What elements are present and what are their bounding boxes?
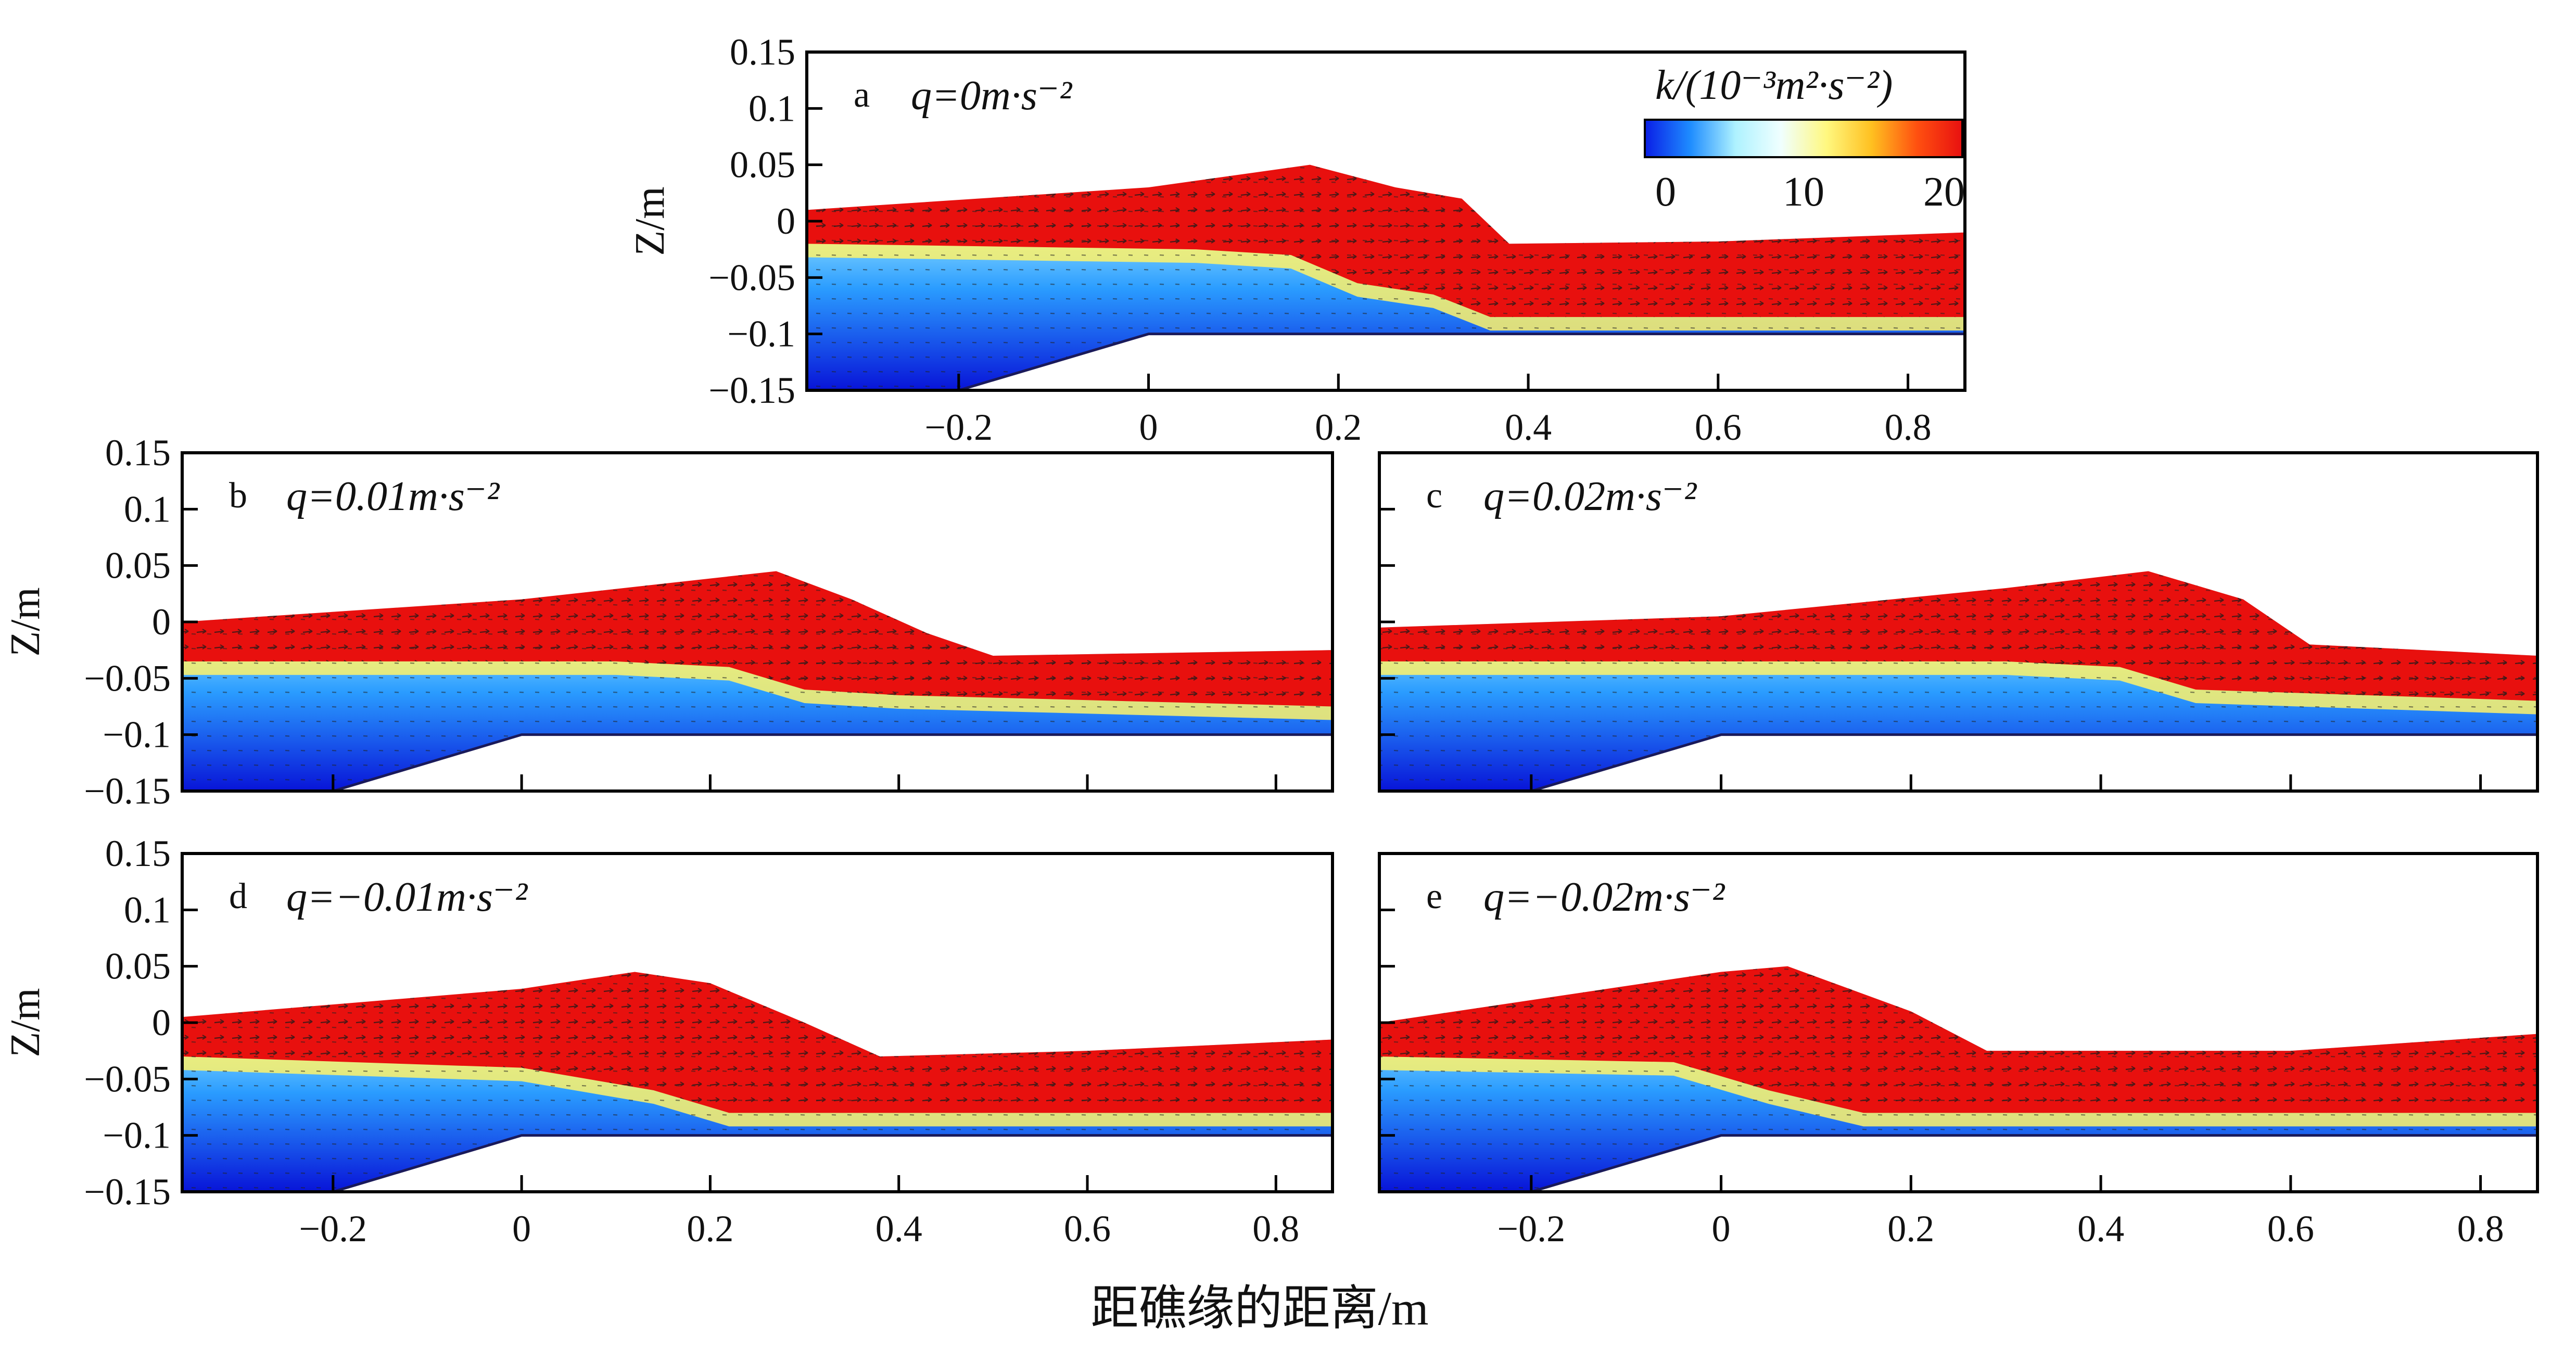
y-tick-label: 0.05 — [105, 545, 171, 587]
y-axis-label: Z/m — [3, 587, 48, 656]
y-tick-label: 0.1 — [748, 87, 795, 129]
panel-label: a — [854, 75, 870, 115]
panel-a: −0.2 0 0.2 0.4 0.6 0.8 0.15 0.1 0.05 0 −0.05 −0.1 −0… — [627, 31, 1966, 448]
panel-b: 0.15 0.1 0.05 0 −0.05 −0.1 −0.15 Z/m b q=0.01m·s⁻… — [3, 432, 1334, 812]
panel-a-field — [807, 164, 1965, 390]
panel-c: c q=0.02m·s⁻² — [1378, 451, 2539, 793]
y-tick-label: −0.15 — [84, 770, 171, 812]
panel-q-label: q=−0.02m·s⁻² — [1483, 874, 1725, 920]
panel-label: c — [1426, 476, 1442, 516]
x-tick-label: 0.4 — [2077, 1208, 2124, 1250]
colorbar-tick-0: 0 — [1655, 169, 1676, 215]
panel-d: −0.2 0 0.2 0.4 0.6 0.8 0.15 0.1 0.05 0 −0.05 −0.1 −0… — [3, 833, 1334, 1250]
x-tick-label: 0.2 — [687, 1208, 733, 1250]
x-tick-label: 0.8 — [1885, 406, 1932, 448]
y-tick-label: −0.1 — [103, 714, 171, 756]
x-tick-label: 0 — [1712, 1208, 1731, 1250]
velocity-vectors-lower — [1379, 966, 2537, 1192]
reef-bed-line — [958, 333, 1965, 390]
y-tick-label: 0.05 — [730, 144, 795, 186]
panel-q-label: q=0.02m·s⁻² — [1483, 474, 1697, 519]
y-tick-label: −0.05 — [708, 257, 795, 298]
panel-label: e — [1426, 876, 1442, 916]
velocity-vectors-lower — [1379, 571, 2537, 791]
colorbar-tick-10: 10 — [1783, 169, 1824, 215]
x-axis-label: 距礁缘的距离/m — [1090, 1282, 1428, 1335]
x-tick-label: 0.6 — [1064, 1208, 1111, 1250]
x-tick-label: 0.6 — [2267, 1208, 2314, 1250]
panel-label: d — [229, 876, 247, 916]
y-tick-label: 0 — [152, 601, 171, 643]
y-tick-label: 0.1 — [124, 889, 171, 931]
x-tick-label: 0.8 — [2457, 1208, 2504, 1250]
panel-e-field — [1379, 966, 2537, 1192]
x-tick-label: 0 — [512, 1208, 531, 1250]
x-tick-label: −0.2 — [299, 1208, 367, 1250]
y-tick-label: 0.15 — [730, 31, 795, 73]
panel-d-field — [182, 972, 1333, 1192]
y-tick-label: 0.1 — [124, 488, 171, 530]
panel-c-field — [1379, 571, 2537, 791]
x-tick-label: 0.8 — [1252, 1208, 1299, 1250]
y-tick-label: −0.15 — [84, 1171, 171, 1213]
x-tick-label: −0.2 — [924, 406, 993, 448]
velocity-vectors-lower — [182, 571, 1333, 791]
x-tick-label: −0.2 — [1497, 1208, 1565, 1250]
x-tick-label: 0.6 — [1695, 406, 1742, 448]
colorbar-tick-20: 20 — [1923, 169, 1965, 215]
reef-bed-line — [333, 733, 1333, 791]
colorbar-gradient — [1644, 119, 1963, 158]
y-tick-label: −0.15 — [708, 370, 795, 411]
panel-q-label: q=0m·s⁻² — [911, 73, 1073, 119]
x-tick-label: 0.2 — [1887, 1208, 1934, 1250]
y-tick-label: −0.1 — [727, 313, 795, 355]
panel-label: b — [229, 476, 247, 516]
y-tick-label: 0 — [777, 200, 795, 242]
panels: −0.2 0 0.2 0.4 0.6 0.8 0.15 0.1 0.05 0 −0.05 −0.1 −0… — [3, 31, 2539, 1250]
x-tick-label: 0.4 — [875, 1208, 922, 1250]
y-tick-label: −0.1 — [103, 1115, 171, 1156]
y-tick-label: 0.05 — [105, 946, 171, 987]
reef-bed-line — [1531, 1134, 2537, 1192]
panel-e: −0.2 0 0.2 0.4 0.6 0.8 e q=−0.02m·s⁻² — [1378, 852, 2539, 1250]
velocity-vectors-lower — [182, 972, 1333, 1192]
y-tick-label: −0.05 — [84, 657, 171, 699]
y-axis-label: Z/m — [627, 186, 673, 256]
y-tick-label: 0.15 — [105, 432, 171, 474]
y-axis-label: Z/m — [3, 988, 48, 1057]
y-tick-label: −0.05 — [84, 1058, 171, 1100]
y-tick-label: 0.15 — [105, 833, 171, 874]
x-tick-label: 0.2 — [1315, 406, 1362, 448]
x-tick-label: 0 — [1139, 406, 1158, 448]
panel-q-label: q=0.01m·s⁻² — [286, 474, 500, 519]
x-tick-label: 0.4 — [1505, 406, 1552, 448]
colorbar: k/(10⁻³m²·s⁻²) 0 10 20 — [1644, 62, 1965, 215]
panel-q-label: q=−0.01m·s⁻² — [286, 874, 528, 920]
reef-bed-line — [333, 1134, 1333, 1192]
panel-b-field — [182, 571, 1333, 791]
colorbar-title: k/(10⁻³m²·s⁻²) — [1655, 62, 1893, 108]
y-tick-label: 0 — [152, 1002, 171, 1043]
reef-bed-line — [1531, 733, 2537, 791]
